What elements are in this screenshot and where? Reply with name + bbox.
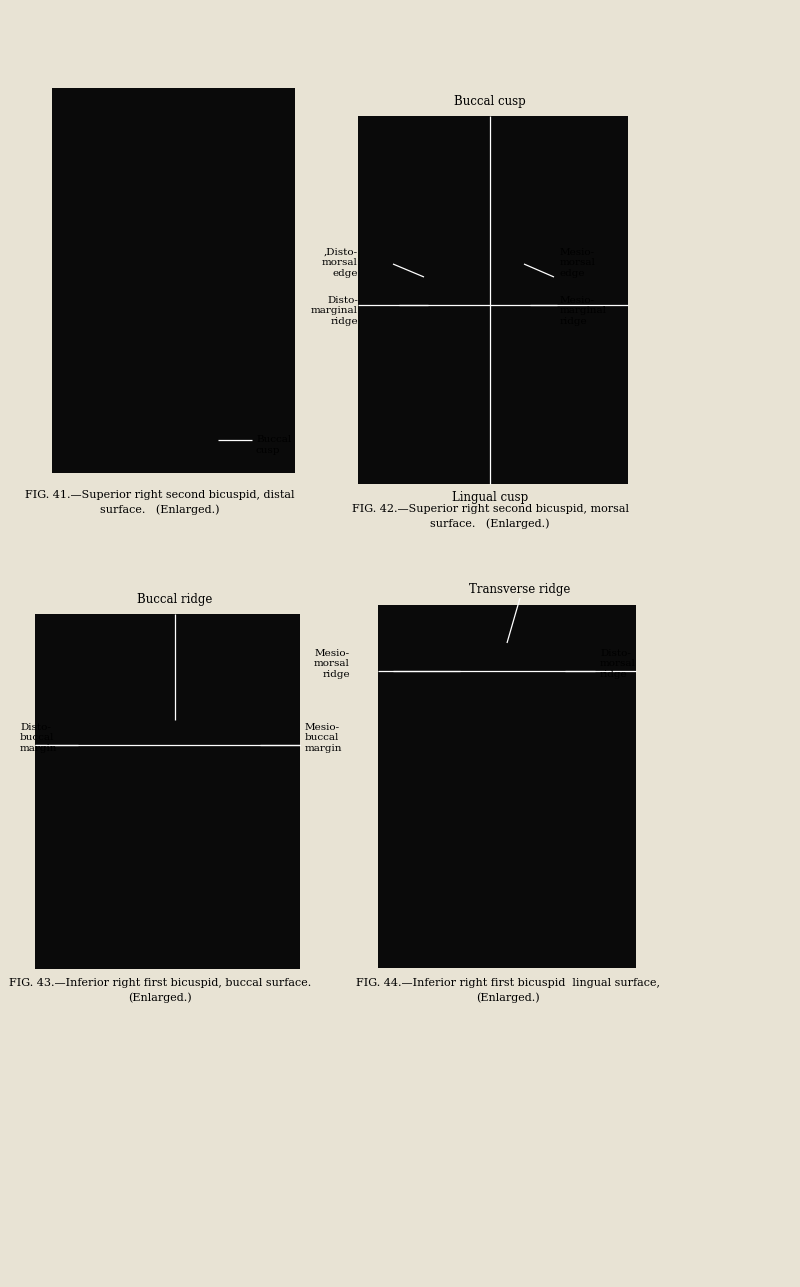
- Text: FIG. 42.—Superior right second bicuspid, morsal: FIG. 42.—Superior right second bicuspid,…: [351, 505, 629, 514]
- Text: Disto-
marginal
ridge: Disto- marginal ridge: [311, 296, 358, 326]
- Text: Buccal ridge: Buccal ridge: [138, 593, 213, 606]
- Bar: [358, 116, 628, 484]
- Text: (Enlarged.): (Enlarged.): [476, 992, 540, 1003]
- Text: (Enlarged.): (Enlarged.): [128, 992, 192, 1003]
- Text: Lingual cusp: Lingual cusp: [452, 492, 528, 505]
- Text: Disto-
morsal
ridge: Disto- morsal ridge: [600, 649, 636, 680]
- Text: FIG. 44.—Inferior right first bicuspid  lingual surface,: FIG. 44.—Inferior right first bicuspid l…: [356, 978, 660, 988]
- Bar: [378, 605, 636, 968]
- Text: surface.   (Enlarged.): surface. (Enlarged.): [430, 517, 550, 529]
- Text: FIG. 41.—Superior right second bicuspid, distal: FIG. 41.—Superior right second bicuspid,…: [26, 490, 294, 501]
- Text: FIG. 43.—Inferior right first bicuspid, buccal surface.: FIG. 43.—Inferior right first bicuspid, …: [9, 978, 311, 988]
- Text: Mesio-
morsal
edge: Mesio- morsal edge: [560, 248, 596, 278]
- Text: Transverse ridge: Transverse ridge: [470, 583, 570, 596]
- Text: ,Disto-
morsal
edge: ,Disto- morsal edge: [322, 248, 358, 278]
- Bar: [35, 614, 300, 969]
- Text: Buccal
cusp: Buccal cusp: [256, 435, 291, 454]
- Text: Disto-
buccal
margin: Disto- buccal margin: [20, 723, 58, 753]
- Text: Mesio-
buccal
margin: Mesio- buccal margin: [305, 723, 342, 753]
- Text: Mesio-
marginal
ridge: Mesio- marginal ridge: [560, 296, 607, 326]
- Text: Mesio-
morsal
ridge: Mesio- morsal ridge: [314, 649, 350, 680]
- Bar: [52, 88, 295, 474]
- Text: surface.   (Enlarged.): surface. (Enlarged.): [100, 505, 220, 515]
- Text: Buccal cusp: Buccal cusp: [454, 95, 526, 108]
